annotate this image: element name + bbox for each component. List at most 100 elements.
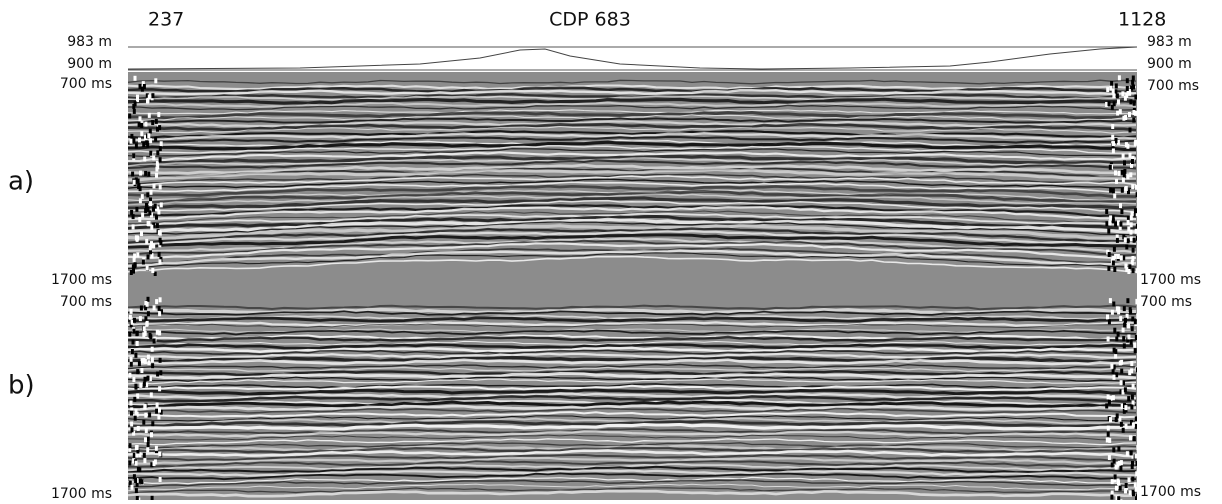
noise bbox=[153, 461, 156, 466]
noise bbox=[153, 305, 156, 310]
noise bbox=[151, 421, 154, 426]
noise bbox=[1135, 487, 1138, 492]
noise bbox=[1123, 323, 1126, 328]
noise bbox=[1112, 302, 1115, 307]
noise bbox=[1119, 466, 1122, 471]
noise bbox=[153, 339, 156, 344]
noise bbox=[130, 357, 133, 362]
noise bbox=[143, 84, 146, 89]
noise bbox=[132, 329, 135, 334]
noise bbox=[1129, 490, 1132, 495]
noise bbox=[146, 143, 149, 148]
noise bbox=[160, 202, 163, 207]
noise bbox=[1109, 188, 1112, 193]
noise bbox=[1109, 417, 1112, 422]
noise bbox=[1113, 459, 1116, 464]
noise bbox=[155, 119, 158, 124]
noise bbox=[154, 137, 157, 142]
noise bbox=[1133, 436, 1136, 441]
noise bbox=[1127, 238, 1130, 243]
noise bbox=[1118, 171, 1121, 176]
noise bbox=[1107, 426, 1110, 431]
noise bbox=[141, 194, 144, 199]
noise bbox=[135, 385, 138, 390]
noise bbox=[138, 138, 141, 143]
noise bbox=[159, 358, 162, 363]
noise bbox=[1118, 417, 1121, 422]
noise bbox=[135, 207, 138, 212]
noise bbox=[1112, 93, 1115, 98]
noise bbox=[139, 383, 142, 388]
cdp-end: 1128 bbox=[1118, 9, 1166, 31]
noise bbox=[1112, 256, 1115, 261]
noise bbox=[1134, 482, 1137, 487]
noise bbox=[156, 164, 159, 169]
noise bbox=[1113, 267, 1116, 272]
noise bbox=[1120, 380, 1123, 385]
noise bbox=[1117, 446, 1120, 451]
noise bbox=[137, 467, 140, 472]
noise bbox=[1124, 387, 1127, 392]
noise bbox=[136, 496, 139, 501]
noise bbox=[1136, 224, 1139, 229]
noise bbox=[149, 129, 152, 134]
panel-a-label: a) bbox=[8, 167, 34, 197]
noise bbox=[1133, 110, 1136, 115]
noise bbox=[140, 123, 143, 128]
time-a-left-bottom: 1700 ms bbox=[51, 272, 112, 288]
noise bbox=[1135, 471, 1138, 476]
noise bbox=[136, 95, 139, 100]
time-a-right-bottom: 1700 ms bbox=[1140, 272, 1201, 288]
noise bbox=[156, 403, 159, 408]
elev-right-top: 983 m bbox=[1147, 34, 1192, 50]
noise bbox=[1111, 135, 1114, 140]
noise bbox=[1123, 306, 1126, 311]
noise bbox=[1119, 316, 1122, 321]
noise bbox=[149, 138, 152, 143]
noise bbox=[1108, 319, 1111, 324]
noise bbox=[158, 386, 161, 391]
noise bbox=[1119, 203, 1122, 208]
noise bbox=[128, 373, 131, 378]
noise bbox=[1136, 461, 1139, 466]
noise bbox=[147, 254, 150, 259]
noise bbox=[1130, 340, 1133, 345]
noise bbox=[1136, 367, 1139, 372]
noise bbox=[146, 447, 149, 452]
noise bbox=[1112, 261, 1115, 266]
noise bbox=[1131, 477, 1134, 482]
noise bbox=[140, 231, 143, 236]
noise bbox=[1121, 188, 1124, 193]
noise bbox=[131, 172, 134, 177]
noise bbox=[132, 153, 135, 158]
noise bbox=[154, 78, 157, 83]
cdp-label: CDP 683 bbox=[549, 9, 631, 31]
noise bbox=[142, 332, 145, 337]
noise bbox=[1123, 160, 1126, 165]
noise bbox=[1114, 349, 1117, 354]
noise bbox=[149, 201, 152, 206]
noise bbox=[147, 133, 150, 138]
noise bbox=[133, 263, 136, 268]
noise bbox=[1131, 80, 1134, 85]
noise bbox=[148, 221, 151, 226]
noise bbox=[1128, 477, 1131, 482]
noise bbox=[1113, 101, 1116, 106]
noise bbox=[136, 445, 139, 450]
noise bbox=[1131, 395, 1134, 400]
noise bbox=[146, 302, 149, 307]
noise bbox=[1113, 328, 1116, 333]
noise bbox=[1135, 424, 1138, 429]
noise bbox=[146, 192, 149, 197]
noise bbox=[1136, 268, 1139, 273]
noise bbox=[155, 446, 158, 451]
noise bbox=[1120, 422, 1123, 427]
noise bbox=[1124, 237, 1127, 242]
noise bbox=[1120, 209, 1123, 214]
noise bbox=[1135, 185, 1138, 190]
noise bbox=[148, 113, 151, 118]
noise bbox=[1115, 83, 1118, 88]
noise bbox=[1115, 417, 1118, 422]
noise bbox=[150, 432, 153, 437]
noise bbox=[1124, 263, 1127, 268]
